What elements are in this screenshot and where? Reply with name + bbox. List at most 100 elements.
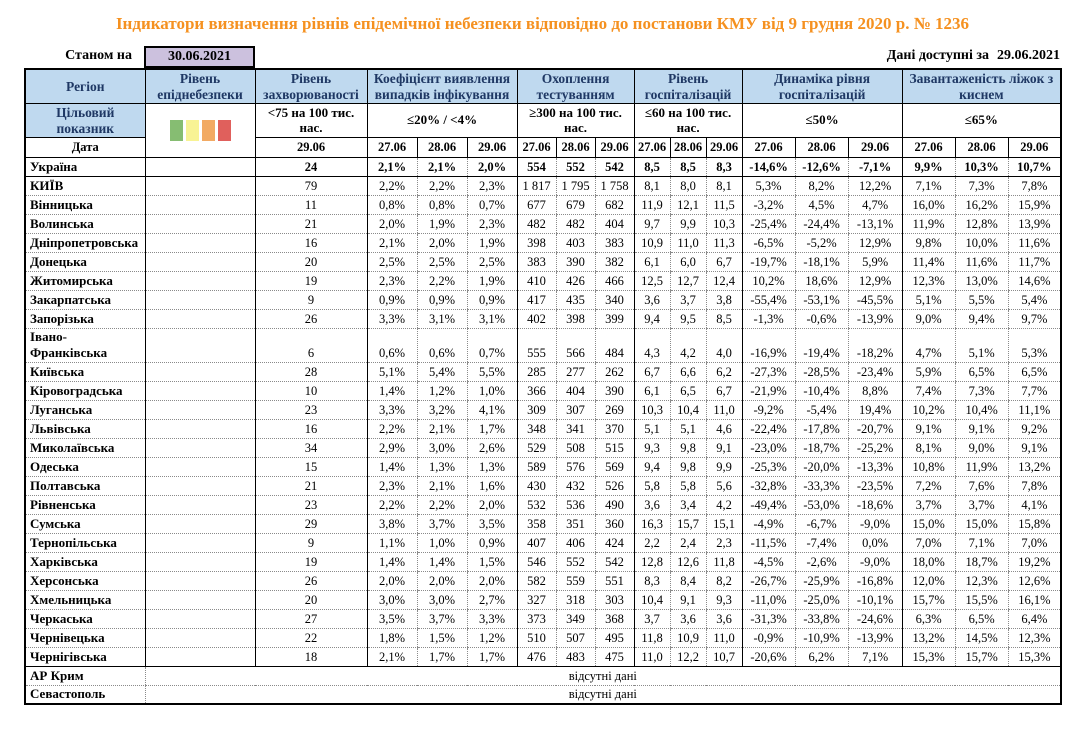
as-of-date-box: 30.06.2021 [144, 46, 255, 68]
beds-cell: 16,2% [954, 195, 1009, 216]
region-cell: Київська [25, 362, 145, 382]
testing-cell: 404 [594, 214, 635, 235]
table-row: Харківська 19 1,4% 1,4% 1,5% 546 552 542 12,8 12,… [25, 552, 1062, 572]
dyn-cell: -18,6% [847, 495, 903, 515]
testing-cell: 398 [555, 309, 596, 330]
testing-cell: 383 [594, 233, 635, 254]
region-cell: Чернівецька [25, 628, 145, 648]
dyn-cell: -4,9% [741, 514, 796, 534]
testing-cell: 682 [594, 195, 635, 216]
testing-cell: 466 [594, 271, 635, 292]
testing-cell: 399 [594, 309, 635, 330]
dyn-cell: -6,7% [794, 514, 849, 534]
dyn-cell: -26,7% [741, 571, 796, 591]
hosp-cell: 4,0 [705, 328, 743, 363]
hosp-cell: 10,3 [705, 214, 743, 235]
coef-cell: 1,8% [366, 628, 417, 648]
date-testing-1: 28.06 [555, 137, 596, 159]
date-hosp-1: 28.06 [669, 137, 707, 159]
level-cell [144, 590, 255, 610]
dyn-cell: 8,8% [847, 381, 903, 401]
beds-cell: 9,1% [901, 419, 956, 439]
coef-cell: 1,4% [366, 552, 417, 572]
testing-cell: 475 [594, 647, 635, 667]
beds-cell: 6,5% [954, 362, 1009, 382]
region-cell: Хмельницька [25, 590, 145, 610]
hosp-cell: 11,0 [669, 233, 707, 254]
hosp-cell: 11,0 [705, 400, 743, 420]
dyn-cell: -24,4% [794, 214, 849, 235]
col-header-incidence: Рівень захворюваності [254, 68, 368, 105]
table-row: Львівська 16 2,2% 2,1% 1,7% 348 341 370 5,1 5,1 4,… [25, 419, 1062, 439]
hosp-cell: 10,9 [633, 233, 671, 254]
beds-cell: 9,1% [954, 419, 1009, 439]
level-cell [144, 233, 255, 254]
coef-cell: 2,5% [416, 252, 467, 273]
dyn-cell: -4,5% [741, 552, 796, 572]
hosp-cell: 8,1 [705, 176, 743, 197]
level-cell [144, 290, 255, 311]
beds-cell: 10,3% [954, 157, 1009, 178]
hosp-cell: 6,6 [669, 362, 707, 382]
hosp-cell: 11,3 [705, 233, 743, 254]
hosp-cell: 15,1 [705, 514, 743, 534]
beds-cell: 12,0% [901, 571, 956, 591]
testing-cell: 424 [594, 533, 635, 553]
testing-cell: 1 817 [516, 176, 557, 197]
testing-cell: 515 [594, 438, 635, 458]
incidence-cell: 23 [254, 495, 367, 515]
table-row: Вінницька 11 0,8% 0,8% 0,7% 677 679 682 11,9 12,1… [25, 195, 1062, 216]
dyn-cell: -18,1% [794, 252, 849, 273]
incidence-cell: 15 [254, 457, 367, 477]
testing-cell: 552 [555, 157, 596, 178]
hosp-cell: 8,3 [705, 157, 743, 178]
coef-cell: 3,7% [416, 514, 467, 534]
dyn-cell: 5,9% [847, 252, 903, 273]
dyn-cell: 10,2% [741, 271, 796, 292]
coef-cell: 3,3% [466, 609, 518, 629]
beds-cell: 7,3% [954, 381, 1009, 401]
testing-cell: 402 [516, 309, 557, 330]
dyn-cell: -21,9% [741, 381, 796, 401]
beds-cell: 9,4% [954, 309, 1009, 330]
hosp-cell: 6,0 [669, 252, 707, 273]
testing-cell: 495 [594, 628, 635, 648]
table-row: Запорізька 26 3,3% 3,1% 3,1% 402 398 399 9,4 9,5 8… [25, 309, 1062, 330]
beds-cell: 8,1% [901, 438, 956, 458]
header-row-targets: Цільовий показник <75 на 100 тис. нас. ≤20… [24, 103, 1062, 159]
yellow-level-swatch-icon [185, 120, 199, 142]
hosp-cell: 6,7 [633, 362, 671, 382]
col-header-dyn: Динаміка рівня госпіталізацій [741, 68, 903, 105]
testing-cell: 370 [594, 419, 635, 439]
date-dyn-2: 29.06 [847, 137, 903, 159]
beds-cell: 7,1% [901, 176, 956, 197]
beds-cell: 15,5% [954, 590, 1009, 610]
level-cell [144, 400, 255, 420]
testing-cell: 566 [555, 328, 596, 363]
dyn-cell: -14,6% [741, 157, 796, 178]
hosp-cell: 2,2 [633, 533, 671, 553]
testing-cell: 546 [516, 552, 557, 572]
beds-cell: 12,3% [954, 571, 1009, 591]
coef-cell: 3,8% [366, 514, 417, 534]
region-cell: Сумська [25, 514, 145, 534]
dyn-cell: 4,7% [847, 195, 903, 216]
level-cell [144, 252, 255, 273]
hosp-cell: 9,7 [633, 214, 671, 235]
incidence-cell: 28 [254, 362, 367, 382]
beds-cell: 11,6% [954, 252, 1009, 273]
dyn-cell: -10,9% [794, 628, 849, 648]
hosp-cell: 11,0 [705, 628, 743, 648]
coef-cell: 2,1% [366, 157, 417, 178]
date-dyn-1: 28.06 [794, 137, 849, 159]
beds-cell: 9,0% [901, 309, 956, 330]
level-cell [144, 457, 255, 477]
beds-cell: 14,5% [954, 628, 1009, 648]
hosp-cell: 2,4 [669, 533, 707, 553]
hosp-cell: 4,2 [669, 328, 707, 363]
dyn-cell: -9,0% [847, 514, 903, 534]
coef-cell: 4,1% [466, 400, 518, 420]
hosp-cell: 15,7 [669, 514, 707, 534]
beds-cell: 15,7% [901, 590, 956, 610]
hosp-cell: 5,8 [633, 476, 671, 496]
